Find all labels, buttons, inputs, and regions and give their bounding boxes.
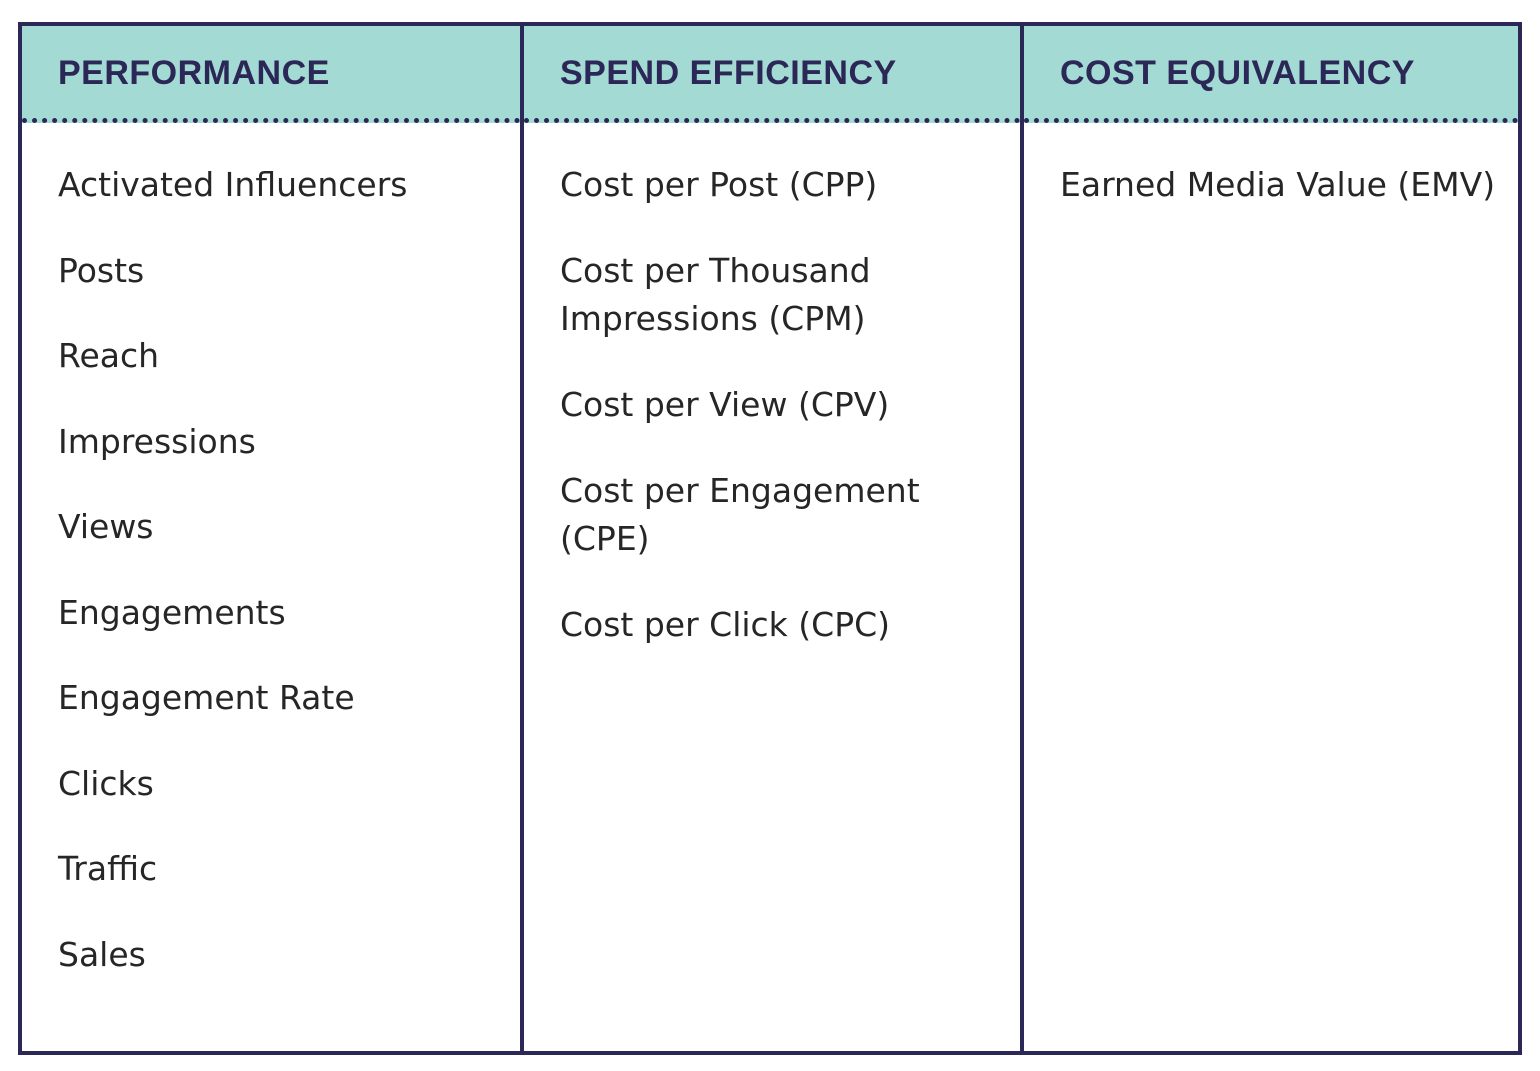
list-item: Traffic	[58, 849, 158, 888]
performance-list: Activated Influencers Posts Reach Impres…	[22, 123, 520, 1051]
list-item: Activated Influencers	[58, 165, 408, 204]
list-item: Reach	[58, 336, 160, 375]
spend-efficiency-heading: SPEND EFFICIENCY	[560, 54, 897, 92]
list-item: Cost per View (CPV)	[560, 385, 890, 424]
list-item: Engagements	[58, 592, 286, 632]
list-item: Sales	[58, 934, 146, 974]
spend-efficiency-column: SPEND EFFICIENCY Cost per Post (CPP) Cos…	[520, 26, 1020, 1051]
performance-column: PERFORMANCE Activated Influencers Posts …	[22, 26, 520, 1051]
performance-heading: PERFORMANCE	[58, 54, 330, 92]
metrics-table: PERFORMANCE Activated Influencers Posts …	[18, 22, 1522, 1055]
list-item: Views	[58, 507, 154, 546]
list-item: Clicks	[58, 763, 154, 803]
cost-equivalency-header: COST EQUIVALENCY	[1024, 26, 1518, 123]
spend-efficiency-list: Cost per Post (CPP) Cost per Thousand Im…	[524, 123, 1020, 1051]
performance-header: PERFORMANCE	[22, 26, 520, 123]
cost-equivalency-column: COST EQUIVALENCY Earned Media Value (EMV…	[1020, 26, 1518, 1051]
cost-equivalency-list: Earned Media Value (EMV)	[1024, 123, 1518, 1051]
spend-efficiency-header: SPEND EFFICIENCY	[524, 26, 1020, 123]
cost-equivalency-heading: COST EQUIVALENCY	[1060, 54, 1415, 92]
list-item: Cost per Engagement (CPE)	[560, 471, 920, 558]
list-item: Engagement Rate	[58, 678, 355, 717]
list-item: Impressions	[58, 421, 256, 461]
list-item: Cost per Post (CPP)	[560, 165, 878, 204]
list-item: Cost per Thousand Impressions (CPM)	[560, 251, 871, 338]
list-item: Posts	[58, 250, 145, 290]
list-item: Earned Media Value (EMV)	[1060, 165, 1496, 204]
list-item: Cost per Click (CPC)	[560, 605, 891, 644]
